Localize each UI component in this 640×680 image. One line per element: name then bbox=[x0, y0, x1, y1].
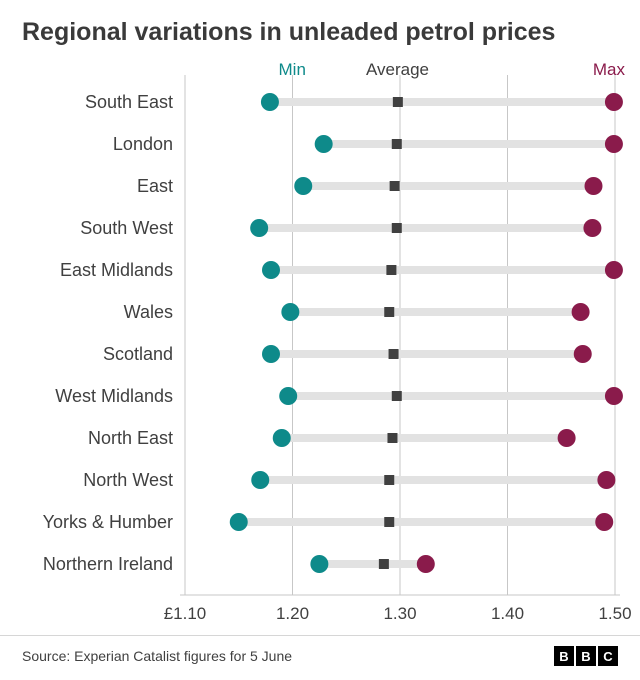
x-tick-label: 1.50 bbox=[598, 604, 631, 623]
region-label: North East bbox=[88, 428, 173, 448]
x-tick-label: 1.30 bbox=[383, 604, 416, 623]
avg-marker bbox=[386, 265, 396, 275]
region-label: South West bbox=[80, 218, 173, 238]
source-text: Source: Experian Catalist figures for 5 … bbox=[22, 648, 292, 664]
min-marker bbox=[251, 471, 269, 489]
min-marker bbox=[273, 429, 291, 447]
range-bar bbox=[271, 350, 583, 358]
region-label: Yorks & Humber bbox=[43, 512, 173, 532]
avg-marker bbox=[379, 559, 389, 569]
region-label: East Midlands bbox=[60, 260, 173, 280]
max-marker bbox=[595, 513, 613, 531]
max-marker bbox=[558, 429, 576, 447]
avg-marker bbox=[384, 475, 394, 485]
x-tick-label: 1.40 bbox=[491, 604, 524, 623]
chart-card: Regional variations in unleaded petrol p… bbox=[0, 0, 640, 680]
range-bar bbox=[259, 224, 592, 232]
max-marker bbox=[605, 93, 623, 111]
range-bar bbox=[239, 518, 605, 526]
range-bar bbox=[271, 266, 614, 274]
avg-marker bbox=[387, 433, 397, 443]
range-bar bbox=[270, 98, 614, 106]
region-label: London bbox=[113, 134, 173, 154]
region-label: Scotland bbox=[103, 344, 173, 364]
avg-marker bbox=[392, 223, 402, 233]
range-bar bbox=[290, 308, 580, 316]
min-marker bbox=[315, 135, 333, 153]
range-bar bbox=[324, 140, 614, 148]
region-label: Wales bbox=[124, 302, 173, 322]
max-marker bbox=[574, 345, 592, 363]
range-bar bbox=[303, 182, 593, 190]
max-marker bbox=[585, 177, 603, 195]
avg-marker bbox=[392, 391, 402, 401]
region-label: West Midlands bbox=[55, 386, 173, 406]
bbc-block-icon: C bbox=[598, 646, 618, 666]
region-label: Northern Ireland bbox=[43, 554, 173, 574]
range-bar bbox=[260, 476, 606, 484]
avg-marker bbox=[389, 349, 399, 359]
x-tick-label: £1.10 bbox=[164, 604, 207, 623]
min-marker bbox=[262, 345, 280, 363]
range-bar bbox=[288, 392, 614, 400]
min-marker bbox=[281, 303, 299, 321]
range-plot: £1.10 1.20 1.30 1.40 1.50 South East London Eas… bbox=[0, 69, 640, 635]
min-marker bbox=[262, 261, 280, 279]
bbc-block-icon: B bbox=[576, 646, 596, 666]
x-tick-label: 1.20 bbox=[276, 604, 309, 623]
min-marker bbox=[261, 93, 279, 111]
region-label: East bbox=[137, 176, 173, 196]
max-marker bbox=[572, 303, 590, 321]
max-marker bbox=[597, 471, 615, 489]
region-label: South East bbox=[85, 92, 173, 112]
footer: Source: Experian Catalist figures for 5 … bbox=[0, 635, 640, 680]
min-marker bbox=[310, 555, 328, 573]
bbc-block-icon: B bbox=[554, 646, 574, 666]
max-marker bbox=[605, 387, 623, 405]
bbc-logo: B B C bbox=[554, 646, 618, 666]
avg-marker bbox=[384, 307, 394, 317]
avg-marker bbox=[392, 139, 402, 149]
min-marker bbox=[250, 219, 268, 237]
avg-marker bbox=[393, 97, 403, 107]
region-label: North West bbox=[83, 470, 173, 490]
max-marker bbox=[417, 555, 435, 573]
range-bar bbox=[282, 434, 567, 442]
max-marker bbox=[583, 219, 601, 237]
chart-title: Regional variations in unleaded petrol p… bbox=[0, 0, 640, 63]
max-marker bbox=[605, 135, 623, 153]
min-marker bbox=[230, 513, 248, 531]
min-marker bbox=[294, 177, 312, 195]
min-marker bbox=[279, 387, 297, 405]
avg-marker bbox=[390, 181, 400, 191]
max-marker bbox=[605, 261, 623, 279]
avg-marker bbox=[384, 517, 394, 527]
range-bar bbox=[319, 560, 425, 568]
